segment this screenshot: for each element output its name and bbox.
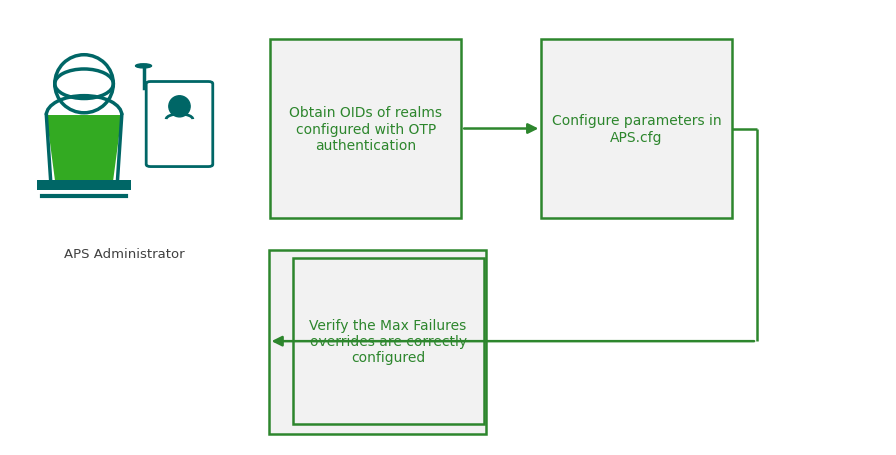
FancyBboxPatch shape (269, 251, 487, 434)
Ellipse shape (168, 96, 190, 117)
Text: Obtain OIDs of realms
configured with OTP
authentication: Obtain OIDs of realms configured with OT… (289, 106, 443, 152)
Polygon shape (47, 116, 122, 183)
FancyBboxPatch shape (541, 40, 732, 218)
Text: Verify the Max Failures
overrides are correctly
configured: Verify the Max Failures overrides are co… (309, 318, 467, 364)
FancyBboxPatch shape (271, 40, 461, 218)
Text: APS Administrator: APS Administrator (64, 248, 185, 261)
Ellipse shape (135, 65, 151, 69)
FancyBboxPatch shape (293, 259, 484, 424)
Text: Configure parameters in
APS.cfg: Configure parameters in APS.cfg (552, 114, 721, 144)
FancyBboxPatch shape (38, 181, 131, 191)
